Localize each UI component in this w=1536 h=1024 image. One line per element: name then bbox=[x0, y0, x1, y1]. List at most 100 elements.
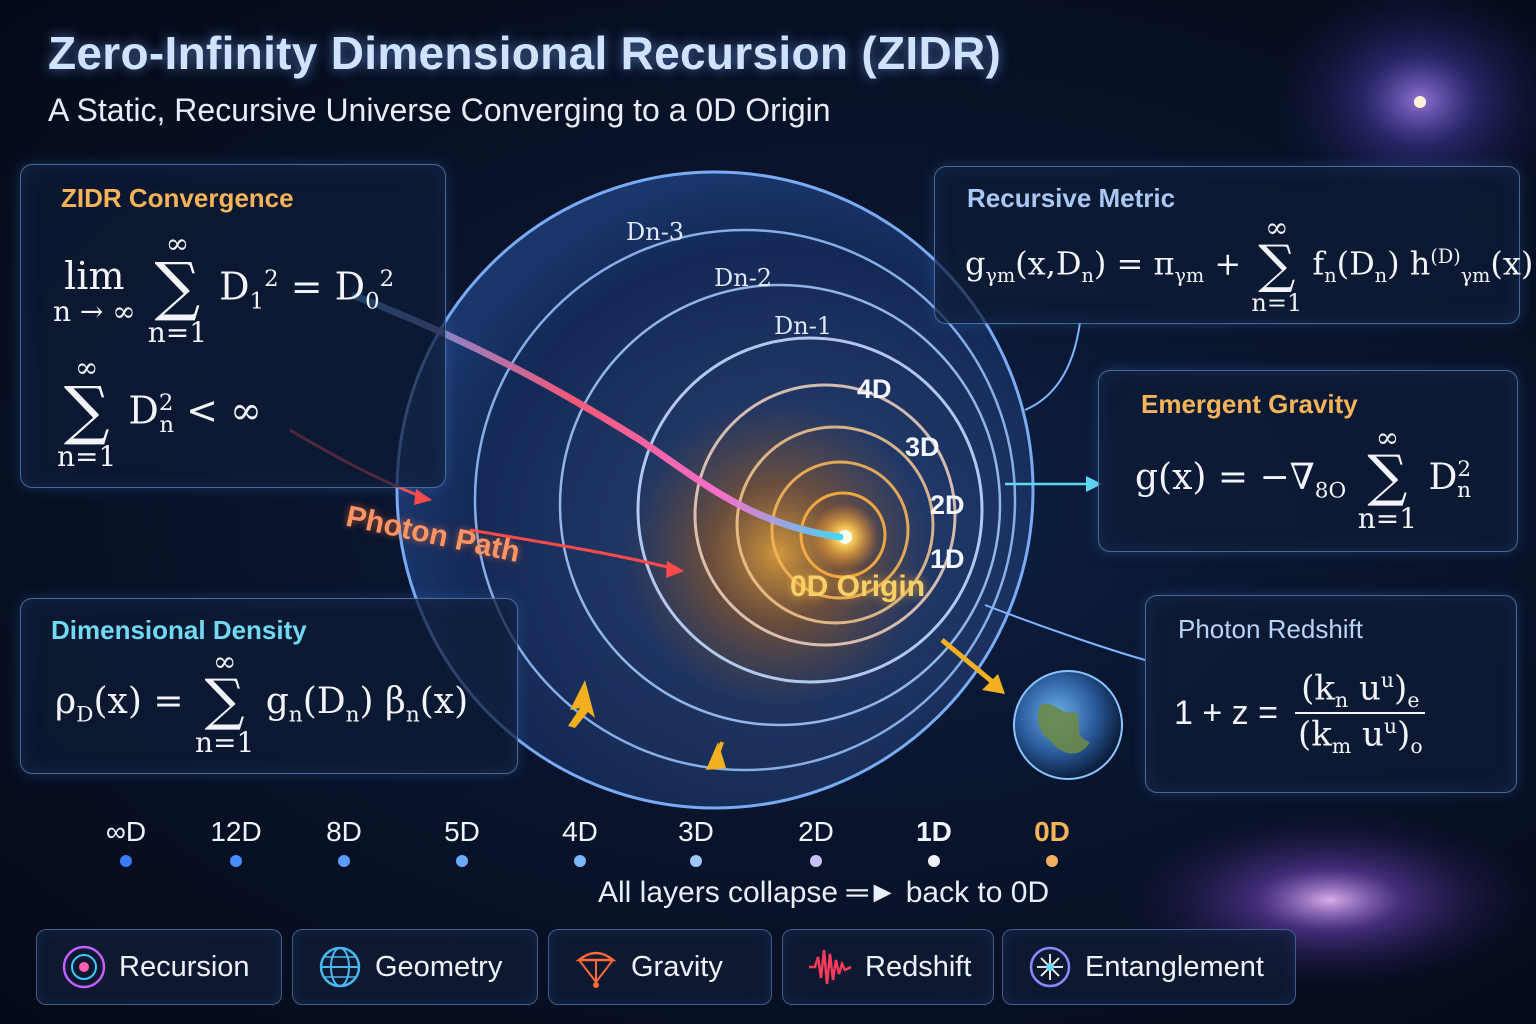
eq-sub: n bbox=[1457, 478, 1472, 504]
sum-symbol: ∑ bbox=[1367, 444, 1408, 510]
page-title: Zero-Infinity Dimensional Recursion (ZID… bbox=[48, 27, 1002, 79]
scale-label: 1D bbox=[916, 816, 952, 847]
eq-sub: n bbox=[1335, 688, 1349, 713]
eq-term: (x,D bbox=[1015, 244, 1082, 283]
eq-term: (D bbox=[302, 681, 346, 723]
eq-sub: n bbox=[345, 702, 360, 728]
ring-label-4d: 4D bbox=[857, 374, 892, 404]
eq-sup: u bbox=[1380, 668, 1395, 692]
legend-chip-geometry[interactable]: Geometry bbox=[292, 929, 538, 1005]
eq-sub: 1 bbox=[249, 288, 265, 315]
panel-title: Emergent Gravity bbox=[1141, 389, 1358, 419]
eq-sub: n bbox=[1374, 264, 1388, 288]
eq-term: D bbox=[128, 388, 159, 433]
legend-label: Geometry bbox=[375, 950, 503, 983]
legend-label: Entanglement bbox=[1085, 950, 1264, 983]
eq-sub: n bbox=[1081, 264, 1094, 288]
scale-label: 5D bbox=[444, 816, 480, 847]
legend-chip-gravity[interactable]: Gravity bbox=[548, 929, 772, 1005]
sum-lower: n=1 bbox=[147, 316, 208, 350]
eq-sub: γm bbox=[985, 264, 1016, 288]
sum-symbol: ∑ bbox=[1258, 235, 1296, 296]
eq-sup: (D) bbox=[1430, 245, 1461, 269]
eq-term: ) = π bbox=[1093, 244, 1175, 283]
panel-title: Photon Redshift bbox=[1178, 614, 1364, 644]
sum-upper: ∞ bbox=[165, 227, 190, 260]
eq-term: g bbox=[265, 681, 289, 723]
eq-term: u bbox=[1348, 668, 1381, 709]
eq-sup: 2 bbox=[1457, 457, 1472, 483]
waveform-icon bbox=[809, 949, 852, 985]
eq-sub: o bbox=[1410, 734, 1423, 759]
eq-term: (k bbox=[1301, 668, 1336, 709]
eq-sub: m bbox=[1331, 734, 1352, 759]
eq-sup: 2 bbox=[158, 390, 174, 417]
collapse-caption: All layers collapse ═► back to 0D bbox=[598, 876, 1050, 909]
ring-label-2d: 2D bbox=[930, 490, 965, 520]
convergence-equation-1: lim n → ∞ ∞ ∑ n=1 D12 = D02 bbox=[53, 227, 395, 350]
fraction: (kn uu)e (km uu)o bbox=[1292, 668, 1429, 758]
scale-label: ∞D bbox=[105, 816, 147, 847]
eq-term: ) bbox=[1394, 668, 1408, 709]
zidr-convergence-panel: ZIDR Convergence lim n → ∞ ∞ ∑ n=1 D12 = D0… bbox=[20, 164, 446, 488]
ring-label-dn-3: Dn-3 bbox=[626, 218, 685, 246]
redshift-equation: 1 + z = (kn uu)e (km uu)o bbox=[1174, 668, 1429, 758]
sum-upper: ∞ bbox=[1265, 211, 1289, 244]
eq-term: (x) bbox=[419, 681, 469, 723]
eq-term: (D bbox=[1336, 244, 1375, 283]
eq-term: g bbox=[965, 244, 986, 283]
emergent-gravity-panel: Emergent Gravity g(x) = −∇8O ∞ ∑ n=1 D2n bbox=[1098, 370, 1518, 552]
scale-label: 4D bbox=[562, 816, 598, 847]
recursive-metric-panel: Recursive Metric gγm(x,Dn) = πγm + ∞ ∑ n=1… bbox=[934, 166, 1533, 324]
globe-icon bbox=[319, 946, 361, 988]
eq-term: 1 + z = bbox=[1174, 693, 1278, 732]
legend-chip-redshift[interactable]: Redshift bbox=[782, 929, 994, 1005]
legend-chip-entanglement[interactable]: Entanglement bbox=[1002, 929, 1296, 1005]
eq-sub: n bbox=[159, 412, 175, 439]
entanglement-icon bbox=[1029, 946, 1071, 988]
scale-label: 2D bbox=[798, 816, 834, 847]
eq-sub: 0 bbox=[365, 288, 380, 315]
gravity-equation: g(x) = −∇8O ∞ ∑ n=1 D2n bbox=[1135, 421, 1472, 533]
photon-redshift-panel: Photon Redshift 1 + z = (kn uu)e (km uu)… bbox=[1145, 595, 1517, 793]
panel-title: ZIDR Convergence bbox=[61, 183, 294, 213]
sum-symbol: ∑ bbox=[63, 374, 110, 449]
legend-label: Recursion bbox=[119, 950, 250, 983]
eq-sup: 2 bbox=[379, 266, 395, 293]
eq-sub: e bbox=[1407, 688, 1420, 713]
legend-label: Gravity bbox=[631, 950, 723, 983]
sum-symbol: ∑ bbox=[204, 668, 245, 734]
recursion-icon bbox=[62, 945, 106, 989]
scale-label: 12D bbox=[210, 816, 262, 847]
eq-rhs: < ∞ bbox=[174, 388, 262, 433]
sum-upper: ∞ bbox=[1375, 421, 1400, 454]
eq-term: f bbox=[1312, 244, 1325, 283]
scale-label: 3D bbox=[678, 816, 714, 847]
eq-term: ) bbox=[1397, 714, 1411, 755]
eq-sub: D bbox=[76, 702, 94, 728]
sum-symbol: ∑ bbox=[154, 250, 201, 325]
sum-upper: ∞ bbox=[74, 351, 99, 384]
eq-sub: n bbox=[405, 702, 420, 728]
convergence-equation-2: ∞ ∑ n=1 D2n < ∞ bbox=[57, 351, 262, 474]
ring-label-3d: 3D bbox=[905, 432, 940, 462]
ring-label-1d: 1D bbox=[930, 544, 965, 574]
eq-term: (x) bbox=[1490, 244, 1534, 283]
ring-label-dn-2: Dn-2 bbox=[714, 264, 773, 292]
sum-lower: n=1 bbox=[57, 440, 117, 474]
page-subtitle: A Static, Recursive Universe Converging … bbox=[48, 92, 831, 128]
eq-term: g(x) = −∇ bbox=[1135, 457, 1315, 499]
eq-term: ) β bbox=[359, 681, 406, 723]
eq-term: ) h bbox=[1387, 244, 1431, 283]
eq-term: (x) = bbox=[93, 681, 195, 723]
panel-title: Recursive Metric bbox=[967, 183, 1176, 213]
sum-lower: n=1 bbox=[194, 726, 255, 760]
eq-sub: n bbox=[1324, 264, 1337, 288]
panel-title: Dimensional Density bbox=[51, 615, 307, 645]
legend-chip-recursion[interactable]: Recursion bbox=[36, 929, 282, 1005]
eq-sub: n bbox=[288, 702, 303, 728]
eq-term: u bbox=[1351, 714, 1384, 755]
sum-lower: n=1 bbox=[1251, 289, 1303, 318]
